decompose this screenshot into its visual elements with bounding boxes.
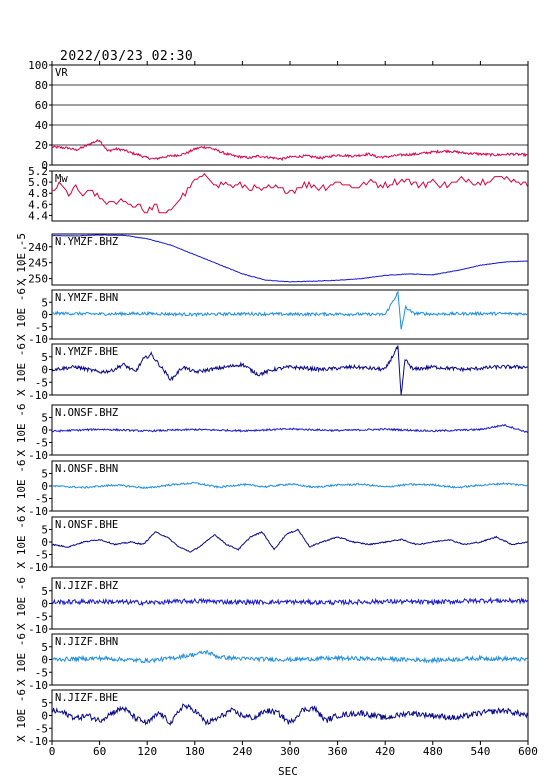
x-tick-label: 180 xyxy=(185,745,205,758)
n-ymzf-bhz-frame xyxy=(51,233,529,286)
n-onsf-bhn-ylabel: X 10E -6 xyxy=(15,460,28,513)
n-onsf-bhn-ytick-label: 5 xyxy=(41,468,48,481)
x-tick-label: 0 xyxy=(49,745,56,758)
mw-ytick-label: 4.6 xyxy=(28,198,48,211)
n-jizf-bhz-trace xyxy=(51,596,529,607)
n-onsf-bhe-ylabel: X 10E -6 xyxy=(15,516,28,569)
n-ymzf-bhz-label: N.YMZF.BHZ xyxy=(55,236,118,248)
n-onsf-bhn-label: N.ONSF.BHN xyxy=(55,463,118,475)
n-onsf-bhz-ytick-label: 5 xyxy=(41,412,48,425)
n-ymzf-bhz-ytick-label: -240 xyxy=(22,241,49,254)
n-jizf-bhn-ylabel: X 10E -6 xyxy=(15,633,28,686)
n-jizf-bhe-frame xyxy=(51,689,529,742)
n-jizf-bhn-trace xyxy=(51,650,529,665)
n-jizf-bhz-ylabel: X 10E -6 xyxy=(15,577,28,630)
n-ymzf-bhe-ytick-label: 5 xyxy=(41,351,48,364)
n-ymzf-bhn-ytick-label: -5 xyxy=(35,321,48,334)
n-onsf-bhn-ytick-label: 0 xyxy=(41,480,48,493)
n-onsf-bhz-ylabel: X 10E -6 xyxy=(15,404,28,457)
x-tick-label: 600 xyxy=(518,745,538,758)
n-jizf-bhe-ylabel: X 10E -6 xyxy=(15,689,28,742)
n-onsf-bhe-trace xyxy=(51,528,529,553)
n-jizf-bhn-ytick-label: -5 xyxy=(35,666,48,679)
n-jizf-bhe-ytick-label: 5 xyxy=(41,697,48,710)
n-ymzf-bhz-ytick-label: -245 xyxy=(22,257,49,270)
n-onsf-bhz-label: N.ONSF.BHZ xyxy=(55,407,118,419)
x-tick-label: 300 xyxy=(280,745,300,758)
n-onsf-bhz-trace xyxy=(51,423,529,434)
vr-trace xyxy=(51,138,529,162)
x-tick-label: 540 xyxy=(470,745,490,758)
vr-ytick-label: 60 xyxy=(35,99,48,112)
vr-label: VR xyxy=(55,67,68,79)
n-jizf-bhe-trace xyxy=(51,703,529,726)
x-tick-label: 420 xyxy=(375,745,395,758)
n-onsf-bhn-frame xyxy=(51,460,529,512)
n-onsf-bhe-ytick-label: 5 xyxy=(41,524,48,537)
vr-ytick-label: 20 xyxy=(35,139,48,152)
n-jizf-bhn-label: N.JIZF.BHN xyxy=(55,636,118,648)
n-ymzf-bhe-label: N.YMZF.BHE xyxy=(55,346,118,358)
vr-ytick-label: 40 xyxy=(35,119,48,132)
mw-ytick-label: 5.0 xyxy=(28,176,48,189)
mw-ytick-label: 5.2 xyxy=(28,165,48,178)
n-onsf-bhn-trace xyxy=(51,481,529,490)
n-ymzf-bhe-ylabel: X 10E -6 xyxy=(15,343,28,396)
n-ymzf-bhn-ytick-label: 5 xyxy=(41,296,48,309)
n-ymzf-bhe-frame xyxy=(51,343,529,396)
n-jizf-bhz-ytick-label: -10 xyxy=(28,623,48,636)
n-ymzf-bhe-trace xyxy=(51,345,529,395)
x-tick-label: 60 xyxy=(93,745,106,758)
n-ymzf-bhn-ylabel: X 10E -6 xyxy=(15,288,28,341)
n-onsf-bhn-ytick-label: -5 xyxy=(35,493,48,506)
x-tick-label: 240 xyxy=(232,745,252,758)
n-jizf-bhn-ytick-label: 5 xyxy=(41,641,48,654)
x-tick-label: 120 xyxy=(137,745,157,758)
n-onsf-bhn-ytick-label: -10 xyxy=(28,505,48,518)
n-jizf-bhe-ytick-label: -5 xyxy=(35,722,48,735)
n-onsf-bhe-ytick-label: -5 xyxy=(35,549,48,562)
n-jizf-bhz-ytick-label: 5 xyxy=(41,585,48,598)
mw-label: Mw xyxy=(55,173,68,185)
n-ymzf-bhz-ylabel: X 10E -5 xyxy=(15,233,28,286)
n-jizf-bhz-label: N.JIZF.BHZ xyxy=(55,580,118,592)
n-ymzf-bhz-trace xyxy=(52,234,529,283)
x-axis-label: SEC xyxy=(278,765,298,778)
n-ymzf-bhe-ytick-label: 0 xyxy=(41,364,48,377)
n-jizf-bhe-label: N.JIZF.BHE xyxy=(55,692,118,704)
x-tick-label: 480 xyxy=(423,745,443,758)
n-ymzf-bhn-label: N.YMZF.BHN xyxy=(55,292,118,304)
mw-trace xyxy=(52,173,529,214)
n-onsf-bhe-label: N.ONSF.BHE xyxy=(55,519,118,531)
vr-ytick-label: 80 xyxy=(35,79,48,92)
n-jizf-bhz-ytick-label: 0 xyxy=(41,598,48,611)
mw-ytick-label: 4.4 xyxy=(28,209,48,222)
n-onsf-bhe-ytick-label: 0 xyxy=(41,536,48,549)
vr-ytick-label: 0 xyxy=(41,159,48,172)
n-onsf-bhz-ytick-label: -10 xyxy=(28,449,48,462)
n-jizf-bhz-ytick-label: -5 xyxy=(35,610,48,623)
n-ymzf-bhe-ytick-label: -10 xyxy=(28,389,48,402)
n-jizf-bhn-ytick-label: -10 xyxy=(28,679,48,692)
n-ymzf-bhz-ytick-label: -250 xyxy=(22,273,49,286)
n-ymzf-bhn-trace xyxy=(51,290,529,330)
n-jizf-bhe-ytick-label: 0 xyxy=(41,710,48,723)
vr-ytick-label: 100 xyxy=(28,59,48,72)
n-onsf-bhz-ytick-label: -5 xyxy=(35,437,48,450)
n-onsf-bhz-ytick-label: 0 xyxy=(41,424,48,437)
x-tick-label: 360 xyxy=(328,745,348,758)
n-onsf-bhe-ytick-label: -10 xyxy=(28,561,48,574)
n-jizf-bhn-ytick-label: 0 xyxy=(41,654,48,667)
n-ymzf-bhe-ytick-label: -5 xyxy=(35,376,48,389)
n-ymzf-bhn-ytick-label: -10 xyxy=(28,333,48,346)
mw-ytick-label: 4.8 xyxy=(28,187,48,200)
timestamp-header: 2022/03/23 02:30 xyxy=(60,49,194,64)
n-ymzf-bhn-ytick-label: 0 xyxy=(41,309,48,322)
n-jizf-bhe-ytick-label: -10 xyxy=(28,735,48,748)
mw-frame xyxy=(51,170,529,222)
